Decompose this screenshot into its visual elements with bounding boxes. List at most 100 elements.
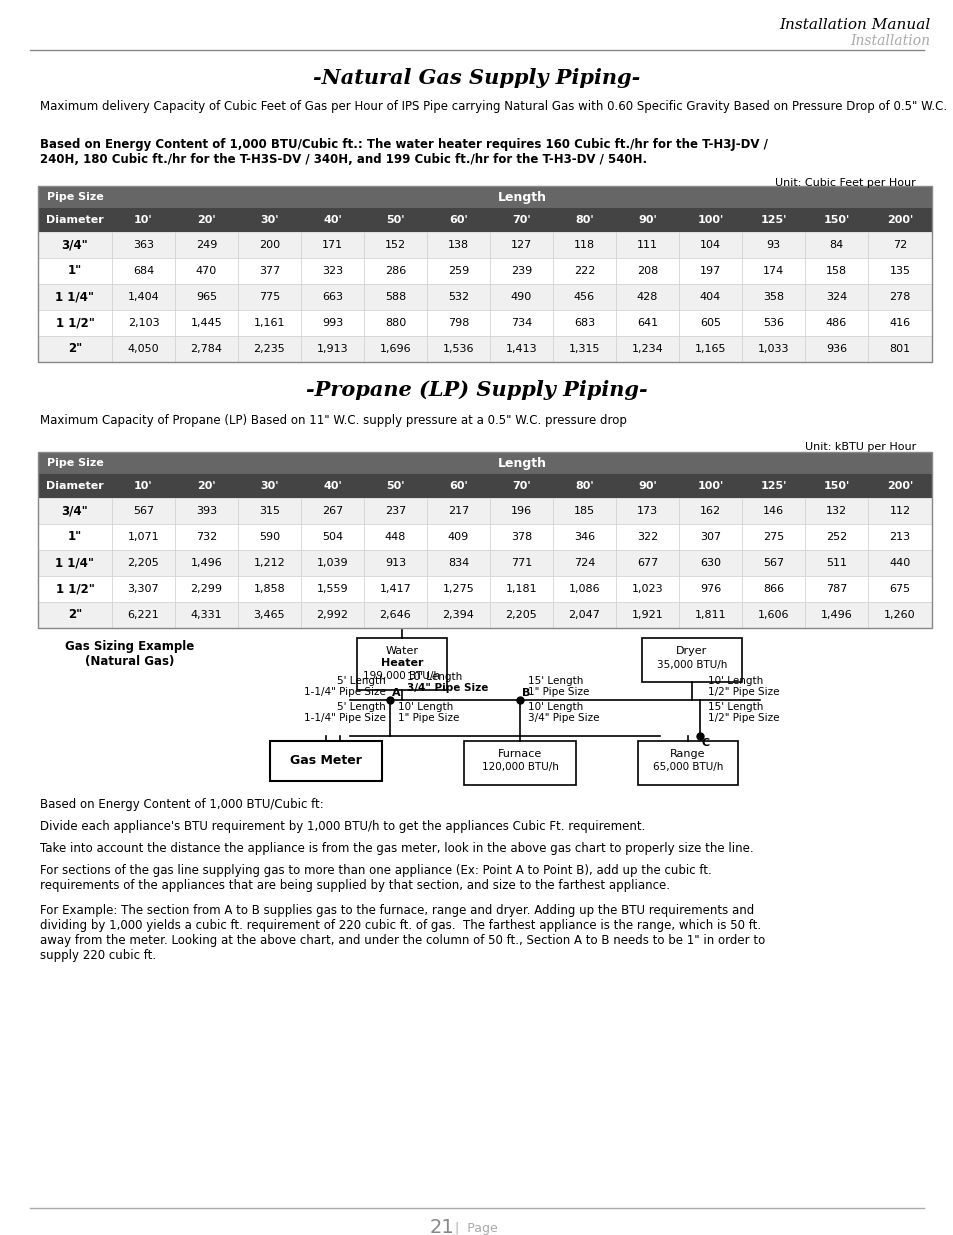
Text: 775: 775: [258, 291, 280, 303]
Bar: [616, 284, 679, 310]
Text: -Propane (LP) Supply Piping-: -Propane (LP) Supply Piping-: [306, 380, 647, 400]
Text: 683: 683: [574, 317, 595, 329]
Bar: [427, 576, 490, 601]
Text: 275: 275: [762, 532, 783, 542]
Bar: [804, 576, 867, 601]
Text: 217: 217: [447, 506, 469, 516]
Text: 120,000 BTU/h: 120,000 BTU/h: [481, 762, 558, 772]
Bar: [741, 310, 804, 336]
Bar: [301, 258, 364, 284]
Bar: [638, 741, 738, 785]
Bar: [867, 284, 931, 310]
Text: 111: 111: [637, 240, 658, 249]
Text: 2,205: 2,205: [128, 558, 159, 568]
Text: 976: 976: [700, 584, 720, 594]
Bar: [553, 232, 616, 258]
Text: 132: 132: [825, 506, 846, 516]
Bar: [741, 207, 804, 232]
Bar: [741, 232, 804, 258]
Text: 65,000 BTU/h: 65,000 BTU/h: [652, 762, 722, 772]
Bar: [679, 207, 741, 232]
Text: 135: 135: [888, 266, 909, 275]
Bar: [427, 336, 490, 362]
Bar: [490, 310, 553, 336]
Text: 90': 90': [638, 215, 657, 225]
Bar: [237, 550, 301, 576]
Bar: [427, 498, 490, 524]
Bar: [174, 258, 237, 284]
Text: 1,921: 1,921: [631, 610, 662, 620]
Text: 486: 486: [825, 317, 846, 329]
Bar: [490, 207, 553, 232]
Bar: [679, 258, 741, 284]
Text: 40': 40': [323, 480, 341, 492]
Bar: [867, 601, 931, 629]
Bar: [237, 207, 301, 232]
Bar: [174, 524, 237, 550]
Bar: [38, 232, 112, 258]
Bar: [38, 186, 112, 207]
Text: 199,000 BTU/h: 199,000 BTU/h: [363, 671, 440, 680]
Bar: [553, 474, 616, 498]
Bar: [174, 310, 237, 336]
Text: 222: 222: [573, 266, 595, 275]
Bar: [364, 207, 427, 232]
Bar: [301, 550, 364, 576]
Text: 1,496: 1,496: [820, 610, 851, 620]
Text: 1 1/4": 1 1/4": [55, 290, 94, 304]
Bar: [427, 474, 490, 498]
Text: 10': 10': [134, 215, 152, 225]
Text: 2,299: 2,299: [191, 584, 222, 594]
Text: 185: 185: [574, 506, 595, 516]
Text: 1,161: 1,161: [253, 317, 285, 329]
Bar: [741, 258, 804, 284]
Text: 80': 80': [575, 215, 593, 225]
Text: 630: 630: [700, 558, 720, 568]
Bar: [804, 207, 867, 232]
Text: 684: 684: [132, 266, 154, 275]
Text: 152: 152: [384, 240, 406, 249]
Text: 158: 158: [825, 266, 846, 275]
Text: 1,260: 1,260: [883, 610, 915, 620]
Bar: [301, 601, 364, 629]
Text: 1/2" Pipe Size: 1/2" Pipe Size: [707, 687, 779, 697]
Text: Based on Energy Content of 1,000 BTU/Cubic ft:: Based on Energy Content of 1,000 BTU/Cub…: [40, 798, 323, 811]
Bar: [112, 524, 174, 550]
Text: 84: 84: [828, 240, 842, 249]
Text: |  Page: | Page: [455, 1221, 497, 1235]
Text: -Natural Gas Supply Piping-: -Natural Gas Supply Piping-: [313, 68, 640, 88]
Text: 80': 80': [575, 480, 593, 492]
Bar: [616, 498, 679, 524]
Text: 532: 532: [448, 291, 469, 303]
Text: Length: Length: [497, 457, 546, 469]
Text: 249: 249: [195, 240, 217, 249]
Bar: [301, 336, 364, 362]
Bar: [553, 524, 616, 550]
Bar: [112, 232, 174, 258]
Text: Divide each appliance's BTU requirement by 1,000 BTU/h to get the appliances Cub: Divide each appliance's BTU requirement …: [40, 820, 644, 832]
Text: Water: Water: [385, 646, 418, 656]
Text: For Example: The section from A to B supplies gas to the furnace, range and drye: For Example: The section from A to B sup…: [40, 904, 764, 962]
Bar: [553, 207, 616, 232]
Bar: [616, 207, 679, 232]
Text: 15' Length: 15' Length: [527, 676, 583, 685]
Bar: [679, 550, 741, 576]
Text: 104: 104: [700, 240, 720, 249]
Text: 567: 567: [762, 558, 783, 568]
Text: 1,315: 1,315: [568, 345, 599, 354]
Bar: [112, 186, 931, 207]
Text: 3/4" Pipe Size: 3/4" Pipe Size: [407, 683, 488, 693]
Bar: [174, 336, 237, 362]
Text: 456: 456: [574, 291, 595, 303]
Text: 118: 118: [574, 240, 595, 249]
Bar: [174, 284, 237, 310]
Text: 50': 50': [386, 215, 404, 225]
Text: 1,165: 1,165: [694, 345, 725, 354]
Bar: [301, 310, 364, 336]
Text: 1,858: 1,858: [253, 584, 285, 594]
Bar: [804, 601, 867, 629]
Text: 866: 866: [762, 584, 783, 594]
Bar: [364, 550, 427, 576]
Text: 6,221: 6,221: [128, 610, 159, 620]
Text: 93: 93: [765, 240, 780, 249]
